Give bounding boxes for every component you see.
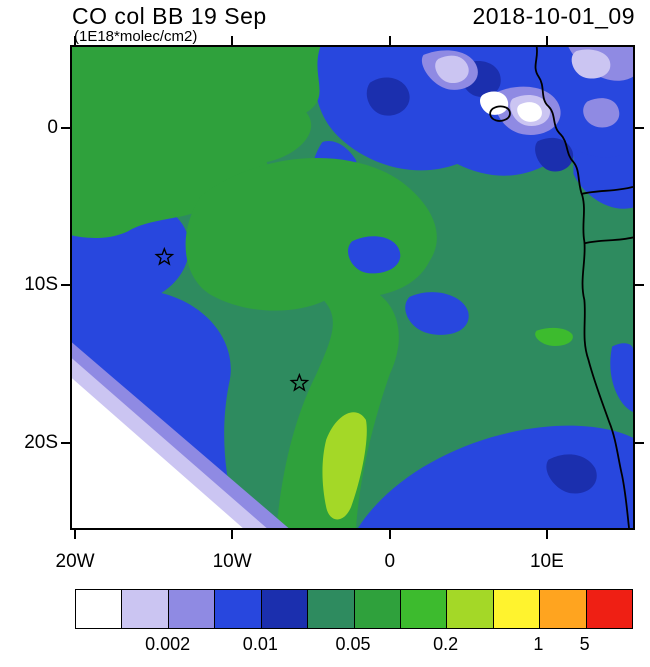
y-axis-label: 20S [24, 431, 58, 453]
x-axis-label: 20W [55, 551, 95, 572]
coast-island-line [489, 105, 511, 122]
x-axis-label: 10E [529, 551, 564, 572]
contour-region-center-blue-pocket-2 [405, 292, 469, 335]
colorbar-tick-label: 0.2 [433, 634, 459, 654]
contour-region-coast-blue-strip [573, 148, 633, 209]
colorbar-cell-6 [308, 590, 355, 628]
contour-region-lavender-patch-3 [571, 49, 611, 79]
y-axis-tick-right [635, 284, 644, 287]
colorbar-cell-9 [447, 590, 494, 628]
star-marker-1 [154, 246, 175, 266]
colorbar-cell-8 [400, 590, 448, 628]
colorbar-cell-3 [168, 590, 216, 628]
y-axis-tick-right [635, 126, 644, 129]
map-svg [72, 47, 633, 528]
contour-region-white-patch-2 [517, 102, 542, 122]
x-axis-tick-bottom [545, 530, 548, 539]
map-plot [70, 45, 635, 530]
colorbar-tick-label: 0.002 [145, 634, 191, 654]
contour-region-southeast-blue-band [357, 425, 633, 528]
contour-region-lavender-patch-1 [435, 55, 469, 84]
y-axis-label: 0 [47, 116, 58, 138]
star-marker-2 [289, 372, 310, 392]
colorbar-cell-11 [540, 590, 587, 628]
colorbar-cell-12 [586, 590, 633, 628]
colorbar-cell-2 [122, 590, 169, 628]
colorbar-tick-label: 0.05 [335, 634, 371, 654]
africa-coast-line [534, 47, 630, 528]
plot-units-label: (1E18*molec/cm2) [74, 28, 198, 45]
y-axis-label: 10S [24, 274, 58, 296]
x-axis-tick-top [388, 36, 391, 45]
plot-timestamp: 2018-10-01_09 [472, 3, 635, 29]
y-axis-tick-left [61, 284, 70, 287]
colorbar-tick-label: 1 [533, 634, 544, 654]
x-axis-label: 10W [212, 551, 252, 572]
x-axis-tick-top [231, 36, 234, 45]
contour-region-navy-pocket-1 [366, 77, 410, 116]
colorbar-cell-5 [261, 590, 309, 628]
colorbar-cell-1 [76, 590, 123, 628]
river-line-2-line [584, 236, 633, 245]
colorbar-tick-label: 5 [579, 634, 590, 654]
colorbar-cell-4 [215, 590, 262, 628]
y-axis-tick-left [61, 441, 70, 444]
colorbar [75, 589, 633, 629]
contour-region-white-patch-1 [480, 91, 509, 115]
colorbar-cell-7 [354, 590, 401, 628]
river-line-1-line [582, 185, 633, 195]
plot-title: CO col BB 19 Sep [72, 3, 267, 29]
colorbar-tick-label: 0.01 [242, 634, 278, 654]
x-axis-label: 0 [384, 551, 396, 572]
x-axis-tick-bottom [231, 530, 234, 539]
contour-region-periwinkle-patch-4 [583, 98, 620, 128]
contour-region-east-green-dash [535, 327, 573, 346]
x-axis-tick-top [74, 36, 77, 45]
contour-region-sw-corner-white [72, 378, 243, 528]
contour-region-center-blue-pocket-1 [348, 236, 401, 274]
contour-region-east-edge-blue [610, 343, 633, 412]
colorbar-cell-10 [493, 590, 541, 628]
x-axis-tick-bottom [74, 530, 77, 539]
contour-region-navy-pocket-3 [535, 137, 574, 172]
contour-region-plume-core-lightgreen [322, 412, 367, 520]
x-axis-tick-top [545, 36, 548, 45]
x-axis-tick-bottom [388, 530, 391, 539]
y-axis-tick-left [61, 126, 70, 129]
contour-region-navy-pocket-4 [546, 454, 597, 494]
y-axis-tick-right [635, 441, 644, 444]
